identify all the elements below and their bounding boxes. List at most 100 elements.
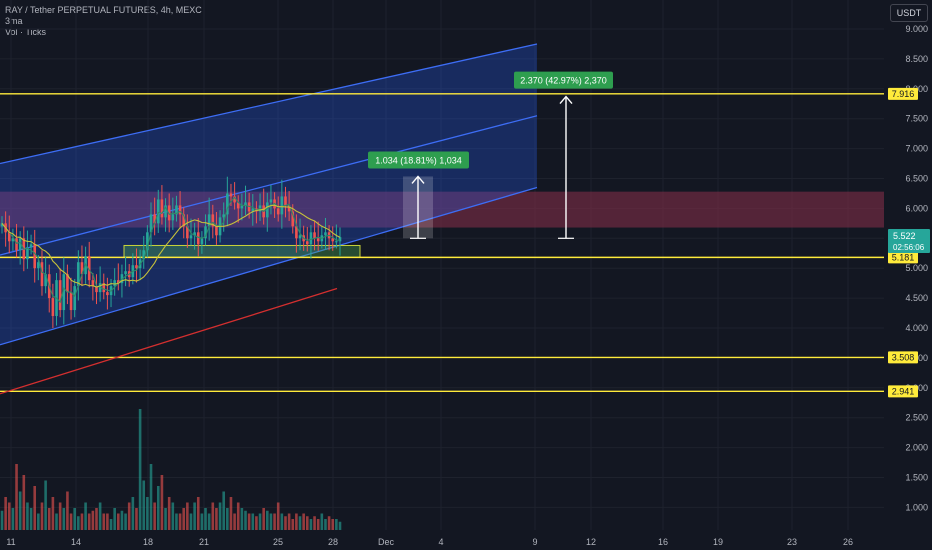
- currency-button[interactable]: USDT: [890, 4, 928, 22]
- volume-bar: [196, 497, 200, 530]
- candle: [178, 191, 182, 229]
- candle: [18, 231, 22, 265]
- volume-bar: [127, 502, 131, 530]
- symbol-title[interactable]: RAY / Tether PERPETUAL FUTURES, 4h, MEXC: [5, 5, 202, 15]
- candle-body: [142, 250, 146, 260]
- candle: [244, 185, 247, 215]
- candle-body: [51, 298, 55, 317]
- volume-bar: [44, 480, 47, 530]
- candle-body: [313, 232, 316, 239]
- candle: [167, 193, 171, 233]
- measure-label-bg: [514, 71, 613, 89]
- level-price-tag: [888, 351, 918, 364]
- volume-bar: [273, 513, 276, 530]
- candle-body: [33, 244, 37, 269]
- volume-bar: [160, 475, 164, 530]
- chart-legend: RAY / Tether PERPETUAL FUTURES, 4h, MEXC…: [5, 5, 202, 38]
- candle: [80, 245, 84, 287]
- volume-bar: [244, 510, 247, 530]
- candle-body: [26, 247, 29, 260]
- ma-fast-line: [1, 196, 341, 304]
- volume-bar: [280, 513, 284, 530]
- volume-bar: [240, 508, 244, 530]
- candle: [316, 221, 320, 251]
- candle: [313, 220, 316, 251]
- candle: [33, 229, 37, 283]
- y-tick-label: 7.500: [905, 114, 928, 124]
- volume-bar: [255, 516, 258, 530]
- channel-upper-line: [0, 43, 538, 165]
- volume-bar: [149, 464, 153, 530]
- volume-bar: [124, 513, 127, 530]
- volume-bar: [226, 508, 229, 530]
- candle-body: [204, 226, 207, 239]
- x-tick-label: 12: [586, 537, 596, 547]
- volume-bar: [302, 513, 305, 530]
- candle-body: [164, 205, 167, 218]
- candle-body: [66, 274, 69, 293]
- x-tick-label: 9: [532, 537, 537, 547]
- volume-bar: [167, 497, 171, 530]
- y-tick-label: 6.000: [905, 203, 928, 213]
- indicator-volume[interactable]: Vol · Ticks: [5, 27, 47, 37]
- level-price-tag: [888, 385, 918, 398]
- candle-body: [182, 214, 186, 227]
- volume-bar: [335, 519, 338, 530]
- volume-bar: [135, 508, 138, 530]
- candle: [193, 222, 196, 250]
- volume-bar: [102, 513, 106, 530]
- volume-bar: [211, 502, 215, 530]
- volume-bar: [247, 513, 251, 530]
- measure-1: 1.034 (18.81%) 1,034: [368, 151, 469, 239]
- y-tick-label: 7.000: [905, 144, 928, 154]
- volume-bar: [153, 502, 156, 530]
- candle: [164, 198, 167, 232]
- candle-body: [156, 199, 160, 224]
- x-tick-label: 4: [438, 537, 443, 547]
- volume-bars: [0, 409, 342, 530]
- level-price-label: 7.916: [892, 89, 915, 99]
- candle: [338, 227, 342, 256]
- candle: [331, 226, 335, 251]
- candle-body: [7, 232, 11, 242]
- x-tick-label: 28: [328, 537, 338, 547]
- candle-body: [295, 226, 298, 239]
- candle-body: [40, 262, 44, 287]
- volume-bar: [258, 513, 262, 530]
- volume-bar: [73, 508, 76, 530]
- candle: [269, 185, 273, 215]
- y-tick-label: 9.000: [905, 24, 928, 34]
- level-price-label: 2.941: [892, 386, 915, 396]
- candle-body: [44, 274, 47, 287]
- volume-bar: [22, 475, 26, 530]
- candle-body: [124, 271, 127, 275]
- candle: [146, 225, 149, 258]
- x-tick-label: 18: [143, 537, 153, 547]
- x-tick-label: 11: [6, 537, 15, 547]
- candle: [266, 192, 269, 232]
- candle-body: [276, 208, 280, 215]
- volume-bar: [207, 513, 211, 530]
- candle: [58, 268, 62, 318]
- y-tick-label: 2.000: [905, 443, 928, 453]
- candle-body: [305, 241, 309, 245]
- candle-body: [193, 232, 196, 236]
- volume-bar: [276, 502, 280, 530]
- candle: [149, 202, 153, 247]
- candle: [0, 216, 4, 234]
- channel-lower-line: [0, 186, 538, 346]
- candle: [77, 250, 80, 301]
- volume-bar: [138, 409, 142, 530]
- candle: [200, 231, 204, 254]
- candle-body: [196, 232, 200, 245]
- candle-body: [62, 274, 66, 311]
- candle-body: [29, 244, 33, 248]
- candle: [11, 228, 15, 251]
- candle-body: [146, 232, 149, 251]
- candle: [204, 214, 207, 246]
- volume-bar: [15, 464, 18, 530]
- volume-bar: [131, 497, 135, 530]
- indicator-3ma[interactable]: 3ma: [5, 16, 23, 26]
- bar-countdown-label: 02:56:06: [893, 243, 925, 252]
